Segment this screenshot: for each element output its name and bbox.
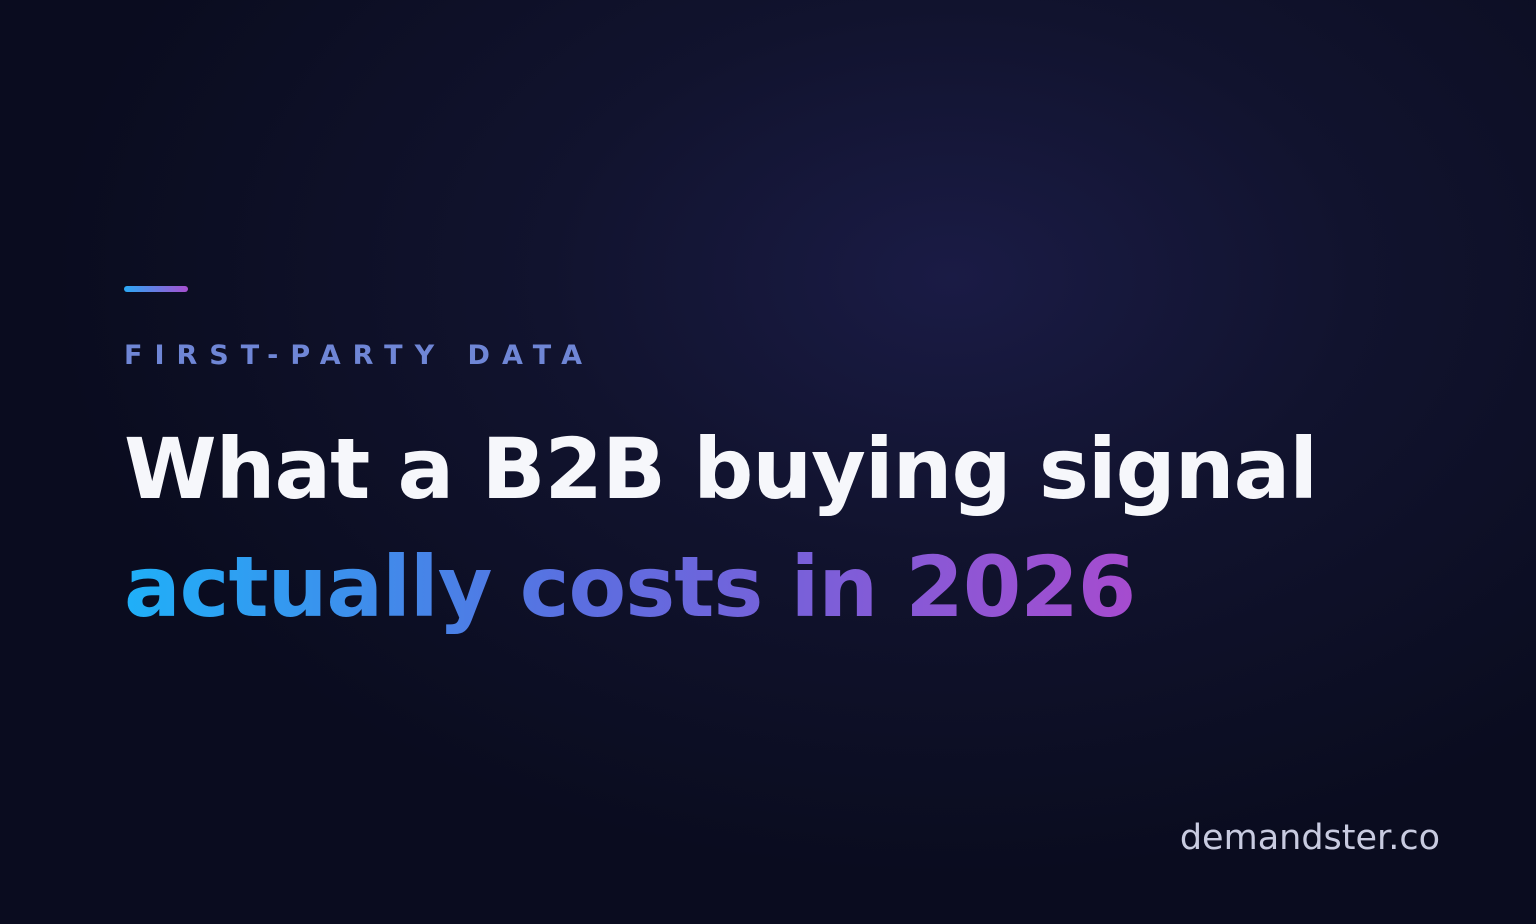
headline-gradient-line: actually costs in 2026 <box>124 538 1136 636</box>
eyebrow: FIRST-PARTY DATA <box>124 340 594 371</box>
accent-bar <box>124 286 188 292</box>
footer-domain: demandster.co <box>1179 818 1440 858</box>
headline-line: What a B2B buying signal <box>124 420 1318 518</box>
